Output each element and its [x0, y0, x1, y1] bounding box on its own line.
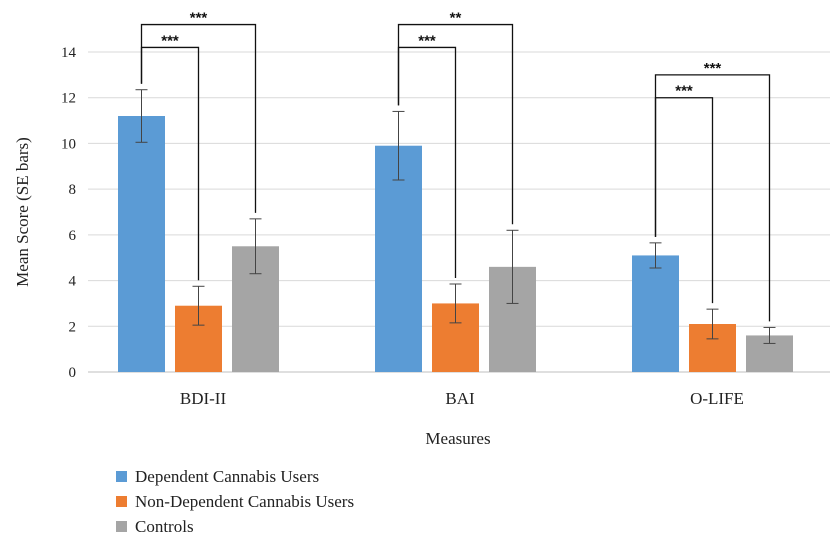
- x-axis-title: Measures: [425, 429, 490, 448]
- significance-label: ***: [704, 60, 722, 77]
- y-tick-label: 12: [61, 91, 76, 107]
- legend-label-controls: Controls: [135, 516, 194, 536]
- significance-label: ***: [418, 32, 436, 49]
- y-tick-label: 0: [69, 365, 77, 381]
- significance-bracket: [140, 23, 257, 213]
- legend-label-dependent: Dependent Cannabis Users: [135, 466, 320, 486]
- y-axis-title: Mean Score (SE bars): [13, 137, 32, 287]
- significance-label: **: [450, 10, 462, 27]
- error-bars: [135, 89, 776, 344]
- x-axis-categories: BDI-II BAI O-LIFE: [180, 389, 744, 408]
- significance-label: ***: [190, 10, 208, 27]
- x-category-label: BAI: [445, 389, 475, 408]
- bar: [118, 116, 165, 372]
- y-tick-label: 2: [69, 319, 77, 335]
- y-tick-label: 14: [61, 45, 77, 61]
- legend-swatch-dependent: [116, 471, 127, 482]
- bar: [632, 255, 679, 372]
- y-axis-ticks: 0 2 4 6 8 10 12 14: [61, 45, 77, 381]
- legend-label-non-dependent: Non-Dependent Cannabis Users: [135, 491, 355, 511]
- legend-swatch-non-dependent: [116, 496, 127, 507]
- y-tick-label: 6: [69, 228, 77, 244]
- y-tick-label: 8: [69, 182, 77, 198]
- significance-label: ***: [161, 32, 179, 49]
- legend-item-dependent: Dependent Cannabis Users: [116, 464, 354, 489]
- bars: [118, 116, 793, 372]
- legend-swatch-controls: [116, 521, 127, 532]
- bar: [375, 145, 422, 372]
- legend: Dependent Cannabis Users Non-Dependent C…: [116, 464, 354, 539]
- x-category-label: O-LIFE: [690, 389, 744, 408]
- x-category-label: BDI-II: [180, 389, 227, 408]
- significance-label: ***: [675, 83, 693, 100]
- y-tick-label: 10: [61, 136, 76, 152]
- legend-item-non-dependent: Non-Dependent Cannabis Users: [116, 489, 354, 514]
- significance-brackets: *****************: [140, 10, 771, 322]
- significance-bracket: [654, 74, 771, 322]
- y-tick-label: 4: [69, 274, 77, 290]
- significance-bracket: [397, 23, 514, 225]
- legend-item-controls: Controls: [116, 514, 354, 539]
